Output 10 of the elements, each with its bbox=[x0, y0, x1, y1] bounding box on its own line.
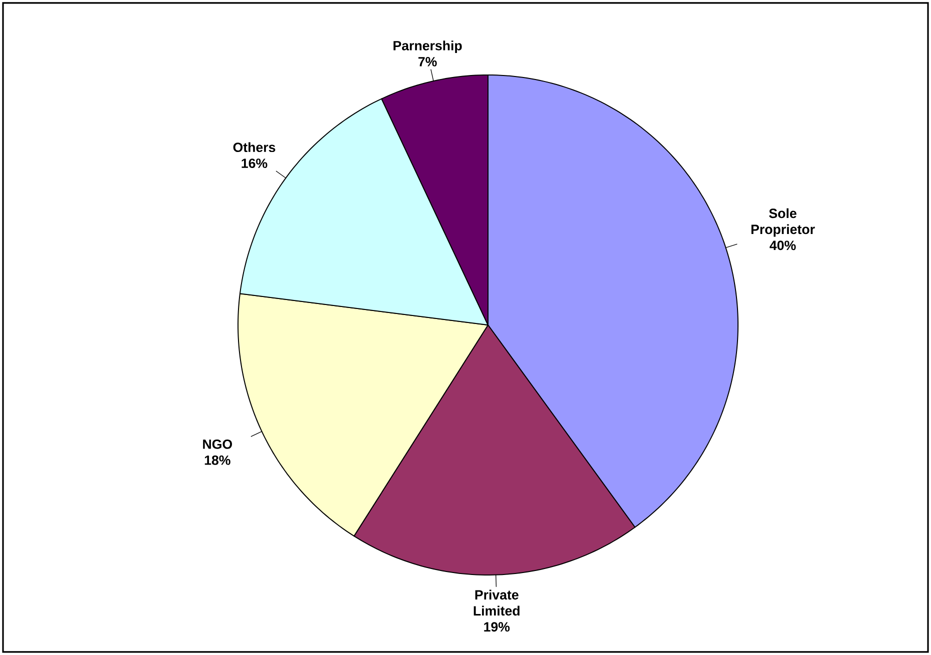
slice-label: NGO bbox=[203, 439, 232, 449]
slice-label: Others bbox=[233, 142, 276, 152]
data-label: 16% bbox=[242, 158, 268, 168]
slice-label: Private Limited bbox=[474, 590, 520, 616]
data-label: 19% bbox=[484, 622, 510, 632]
data-label: 40% bbox=[770, 240, 796, 250]
slice-label: Parnership bbox=[394, 40, 462, 54]
slice-label: Sole Proprietor bbox=[751, 208, 815, 237]
data-label: 18% bbox=[204, 455, 230, 465]
data-label: 7% bbox=[418, 56, 437, 66]
